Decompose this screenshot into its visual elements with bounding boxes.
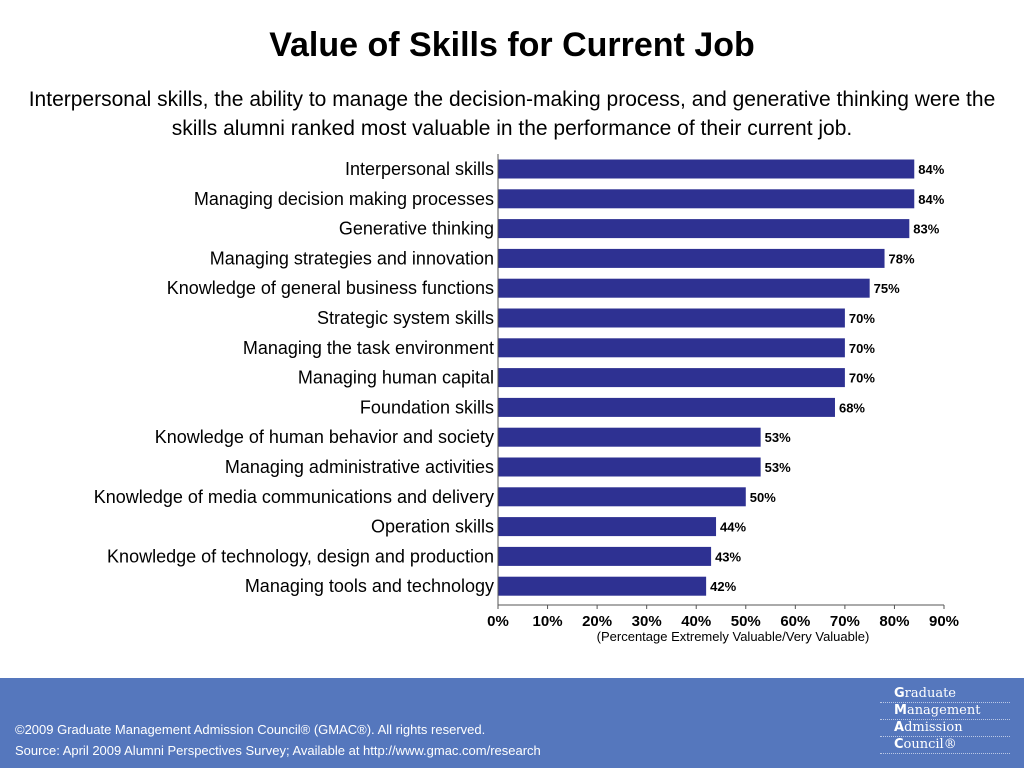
data-label: 70% (849, 311, 875, 326)
category-label: Knowledge of technology, design and prod… (107, 546, 494, 566)
category-label: Managing strategies and innovation (210, 248, 494, 268)
data-label: 53% (765, 430, 791, 445)
data-label: 70% (849, 341, 875, 356)
data-label: 78% (889, 251, 915, 266)
category-label: Managing the task environment (243, 338, 494, 358)
data-label: 84% (918, 192, 944, 207)
data-label: 83% (913, 222, 939, 237)
x-tick-label: 80% (879, 613, 909, 630)
data-label: 53% (765, 460, 791, 475)
logo-line-3: Admission (880, 720, 1010, 737)
bar (498, 189, 915, 209)
data-label: 42% (710, 579, 736, 594)
x-tick-label: 60% (780, 613, 810, 630)
x-tick-label: 50% (731, 613, 761, 630)
category-label: Interpersonal skills (345, 159, 494, 179)
category-label: Foundation skills (360, 397, 494, 417)
data-label: 44% (720, 520, 746, 535)
data-label: 84% (918, 162, 944, 177)
bar (498, 576, 707, 596)
chart-title: Value of Skills for Current Job (269, 26, 755, 64)
logo-line-4: Council® (880, 737, 1010, 754)
bar (498, 487, 746, 507)
x-tick-label: 90% (929, 613, 959, 630)
footer-bar: ©2009 Graduate Management Admission Coun… (0, 678, 1024, 768)
bar (498, 517, 717, 537)
category-label: Managing human capital (298, 368, 494, 388)
data-label: 50% (750, 490, 776, 505)
bar (498, 546, 712, 566)
bar (498, 397, 835, 417)
bar (498, 159, 915, 179)
gmac-logo: Graduate Management Admission Council® (880, 686, 1010, 754)
x-tick-label: 70% (830, 613, 860, 630)
data-label: 43% (715, 549, 741, 564)
category-label: Knowledge of human behavior and society (155, 427, 494, 447)
chart-subtitle: Interpersonal skills, the ability to man… (28, 88, 996, 140)
bar (498, 427, 761, 447)
bar (498, 248, 885, 268)
x-tick-label: 10% (533, 613, 563, 630)
x-tick-label: 0% (487, 613, 509, 630)
copyright-text: ©2009 Graduate Management Admission Coun… (15, 722, 486, 737)
category-label: Generative thinking (339, 219, 494, 239)
category-label: Managing decision making processes (194, 189, 494, 209)
category-label: Managing tools and technology (245, 576, 494, 596)
x-tick-label: 20% (582, 613, 612, 630)
category-label: Knowledge of general business functions (167, 278, 494, 298)
data-label: 75% (874, 281, 900, 296)
source-text: Source: April 2009 Alumni Perspectives S… (15, 743, 541, 758)
x-tick-label: 40% (681, 613, 711, 630)
logo-line-1: Graduate (880, 686, 1010, 703)
category-label: Strategic system skills (317, 308, 494, 328)
x-tick-label: 30% (632, 613, 662, 630)
bar (498, 308, 845, 328)
category-label: Managing administrative activities (225, 457, 494, 477)
bar (498, 368, 845, 388)
data-label: 70% (849, 371, 875, 386)
logo-line-2: Management (880, 703, 1010, 720)
x-axis-label: (Percentage Extremely Valuable/Very Valu… (596, 629, 870, 644)
bar (498, 457, 761, 477)
data-label: 68% (839, 400, 865, 415)
bar (498, 219, 910, 239)
bar (498, 278, 870, 298)
category-label: Knowledge of media communications and de… (94, 487, 494, 507)
bar-chart: Interpersonal skills 84% Managing decision… (94, 154, 959, 630)
bar (498, 338, 845, 358)
category-label: Operation skills (371, 517, 494, 537)
